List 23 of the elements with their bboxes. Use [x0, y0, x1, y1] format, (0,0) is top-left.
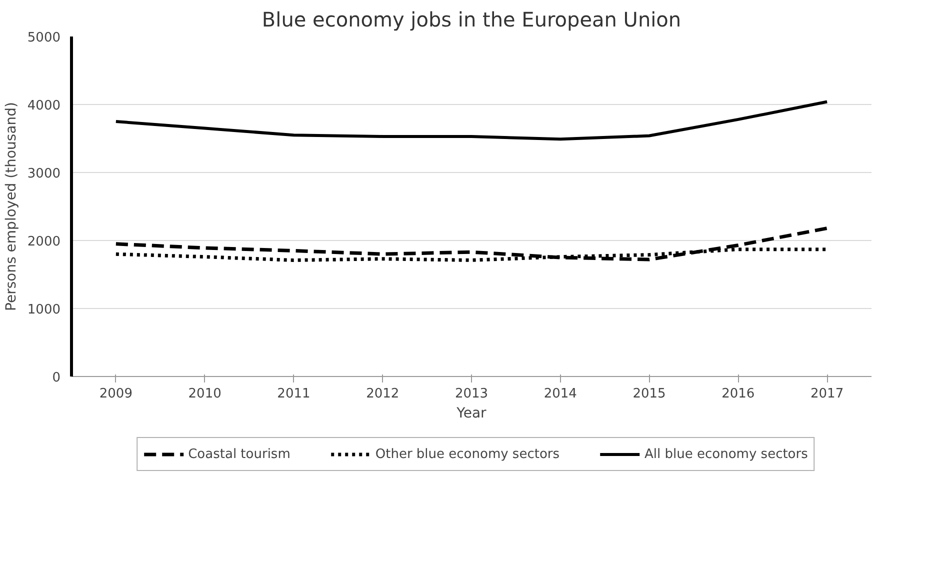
- legend-label: All blue economy sectors: [644, 446, 808, 462]
- line-series: [114, 100, 829, 141]
- y-axis-title: Persons employed (thousand): [3, 102, 20, 311]
- line-series: [114, 226, 829, 262]
- x-tick-label: 2015: [632, 386, 666, 402]
- x-axis-title: Year: [456, 406, 487, 422]
- legend-label: Other blue economy sectors: [375, 446, 560, 462]
- chart-title: Blue economy jobs in the European Union: [262, 8, 682, 32]
- x-tick-label: 2011: [277, 386, 310, 402]
- x-tick-label: 2013: [454, 386, 488, 402]
- x-tick-label: 2017: [810, 386, 844, 402]
- x-tick-label: 2012: [366, 386, 400, 402]
- x-tick-label: 2014: [544, 386, 577, 402]
- x-tick-label: 2010: [188, 386, 222, 402]
- y-tick-label: 0: [52, 370, 61, 386]
- y-tick-label: 5000: [27, 30, 61, 46]
- y-tick-label: 4000: [27, 98, 61, 114]
- legend-label: Coastal tourism: [188, 446, 290, 462]
- x-tick-label: 2009: [99, 386, 132, 402]
- y-tick-label: 2000: [27, 234, 61, 250]
- y-tick-label: 1000: [27, 302, 61, 318]
- y-tick-label: 3000: [27, 166, 61, 182]
- x-tick-label: 2016: [722, 386, 755, 402]
